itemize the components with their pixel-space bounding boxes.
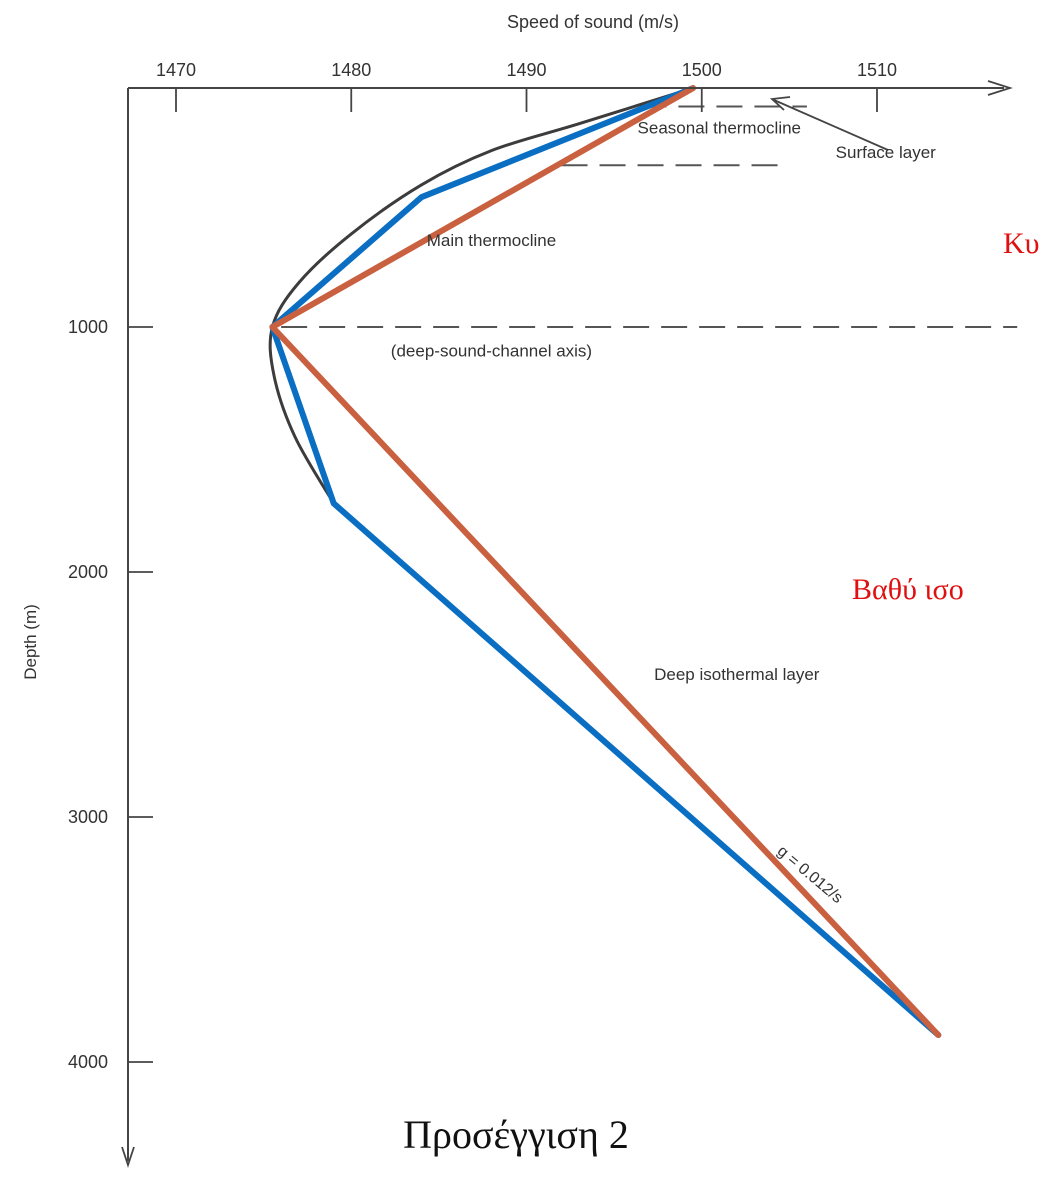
y-tick-label: 1000 [68,317,108,337]
annotation-seasonal-thermocline: Seasonal thermocline [638,118,801,137]
x-tick-label: 1470 [156,60,196,80]
surface-layer-pointer [773,99,889,151]
x-tick-label: 1510 [857,60,897,80]
series-line-two-segment-approximation [269,85,942,1038]
annotation-deep-isothermal-layer: Deep isothermal layer [654,665,820,684]
y-axis-arrow-icon [121,1146,135,1168]
x-tick-label: 1490 [506,60,546,80]
caption-label: Προσέγγιση 2 [403,1112,629,1157]
overlay-label-top: Κυ [1003,227,1040,260]
annotation-deep-sound-channel-axis: (deep-sound-channel axis) [391,341,592,360]
series-line-measured-profile [268,86,695,505]
y-tick-label: 4000 [68,1052,108,1072]
overlay-label-middle: Βαθύ ισο [852,573,964,606]
surface-layer-arrow-icon [769,96,791,111]
x-tick-label: 1480 [331,60,371,80]
x-axis-title: Speed of sound (m/s) [507,12,679,32]
y-tick-label: 3000 [68,807,108,827]
axes [121,80,1013,1168]
x-axis-arrow-icon [987,80,1013,96]
y-axis-title: Depth (m) [21,604,40,680]
x-tick-label: 1500 [682,60,722,80]
annotation-main-thermocline: Main thermocline [427,231,556,250]
annotation-surface-layer: Surface layer [836,143,936,162]
y-tick-label: 2000 [68,562,108,582]
